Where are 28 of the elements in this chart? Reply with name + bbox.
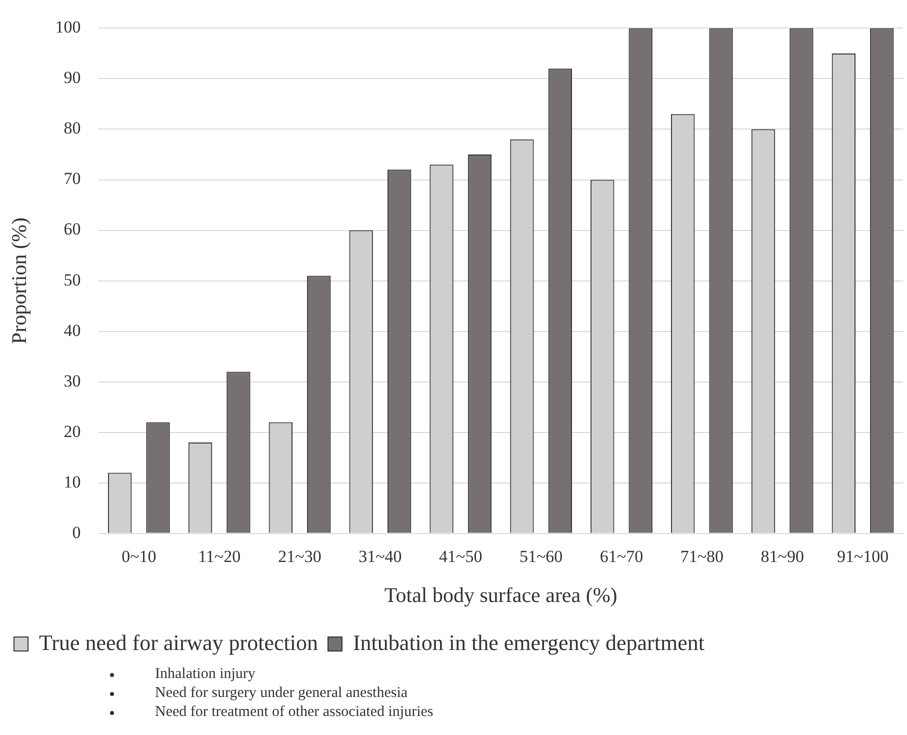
x-tick-label: 41~50 <box>439 547 482 566</box>
x-tick-label: 91~100 <box>836 547 889 566</box>
x-tick-label: 0~10 <box>122 547 156 566</box>
x-tick-label: 21~30 <box>278 547 322 566</box>
x-tick-label: 81~90 <box>760 547 804 566</box>
y-tick-label: 100 <box>55 18 81 37</box>
legend-label: True need for airway protection <box>39 630 318 655</box>
x-tick-label: 61~70 <box>600 547 644 566</box>
text: Need for surgery under general anesthesia <box>155 684 408 703</box>
y-tick-label: 70 <box>64 169 81 188</box>
text: Inhalation injury <box>155 665 256 684</box>
y-axis-title: Proportion (%) <box>7 218 32 344</box>
x-tick-label: 31~40 <box>358 547 402 566</box>
y-tick-label: 20 <box>64 422 81 441</box>
text: Need for treatment of other associated injuries <box>155 703 434 722</box>
y-tick-label: 60 <box>64 220 81 239</box>
x-tick-label: 71~80 <box>680 547 724 566</box>
x-axis-title: Total body surface area (%) <box>384 582 618 607</box>
legend-label: Intubation in the emergency department <box>352 630 704 655</box>
y-tick-label: 90 <box>64 68 81 88</box>
y-tick-label: 30 <box>64 371 81 390</box>
x-tick-label: 51~60 <box>519 547 563 566</box>
y-tick-label: 10 <box>64 472 81 492</box>
y-tick-label: 50 <box>64 270 81 290</box>
y-tick-label: 0 <box>72 522 81 542</box>
y-tick-label: 40 <box>64 320 81 340</box>
y-tick-label: 80 <box>64 118 81 138</box>
x-tick-label: 11~20 <box>198 547 241 566</box>
